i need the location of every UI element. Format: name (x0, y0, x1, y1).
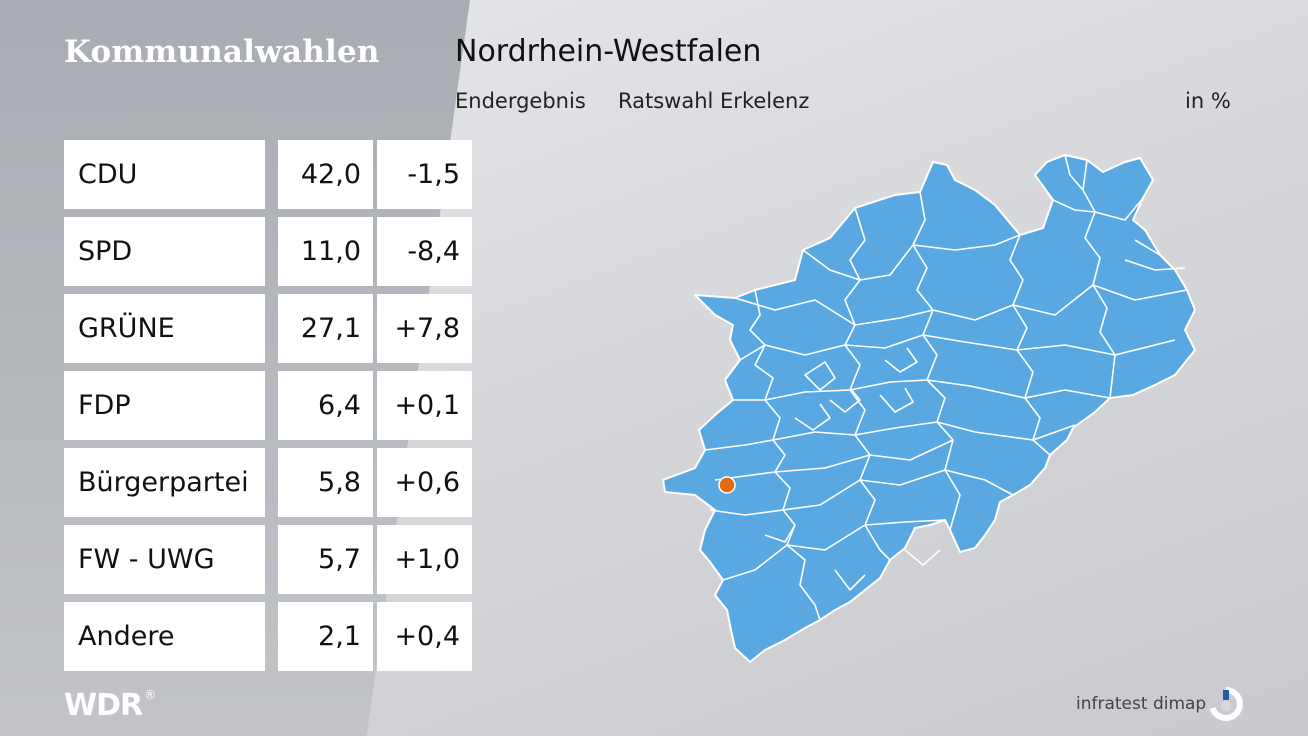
vote-change: -8,4 (377, 217, 472, 286)
party-name: FDP (64, 371, 265, 440)
party-name: Andere (64, 602, 265, 671)
vote-share: 6,4 (278, 371, 373, 440)
vote-change: -1,5 (377, 140, 472, 209)
district-borders (704, 154, 1188, 621)
page-title: Kommunalwahlen (64, 34, 380, 70)
vote-share: 5,7 (278, 525, 373, 594)
result-type-label: Endergebnis (455, 89, 586, 113)
vote-change: +7,8 (377, 294, 472, 363)
vote-share: 11,0 (278, 217, 373, 286)
vote-share: 5,8 (278, 448, 373, 517)
vote-share: 2,1 (278, 602, 373, 671)
infratest-logo-text: infratest dimap (1076, 694, 1207, 714)
party-name: GRÜNE (64, 294, 265, 363)
party-name: Bürgerpartei (64, 448, 265, 517)
vote-change: +0,1 (377, 371, 472, 440)
party-name: SPD (64, 217, 265, 286)
ward-label: Ratswahl Erkelenz (618, 89, 810, 113)
vote-share: 27,1 (278, 294, 373, 363)
region-title: Nordrhein-Westfalen (455, 34, 762, 69)
vote-change: +0,4 (377, 602, 472, 671)
wdr-logo: WDR ® (64, 688, 156, 723)
nrw-outline (662, 154, 1196, 663)
unit-label: in % (1185, 89, 1231, 113)
party-name: FW - UWG (64, 525, 265, 594)
party-name: CDU (64, 140, 265, 209)
vote-change: +1,0 (377, 525, 472, 594)
vote-share: 42,0 (278, 140, 373, 209)
infratest-logo-icon (1209, 687, 1243, 721)
vote-change: +0,6 (377, 448, 472, 517)
nrw-map (662, 154, 1196, 663)
erkelenz-marker (718, 476, 736, 494)
